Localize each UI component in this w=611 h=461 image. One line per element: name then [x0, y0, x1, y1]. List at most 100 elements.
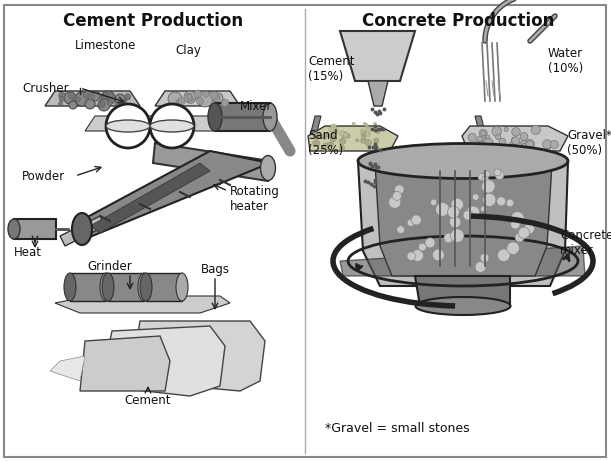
Circle shape	[360, 129, 364, 133]
Circle shape	[186, 93, 192, 99]
Circle shape	[484, 171, 490, 177]
Polygon shape	[100, 326, 225, 396]
Circle shape	[356, 139, 359, 142]
Polygon shape	[80, 151, 270, 241]
Circle shape	[497, 249, 510, 261]
Circle shape	[447, 206, 459, 218]
Circle shape	[480, 254, 489, 262]
Circle shape	[323, 143, 329, 149]
Circle shape	[511, 212, 524, 225]
Circle shape	[512, 139, 516, 144]
Text: Bags: Bags	[200, 262, 230, 276]
Circle shape	[329, 127, 334, 132]
Circle shape	[397, 226, 404, 233]
Circle shape	[115, 102, 119, 106]
Circle shape	[389, 196, 401, 208]
Circle shape	[323, 146, 329, 152]
Circle shape	[68, 92, 75, 99]
Circle shape	[331, 128, 337, 135]
Circle shape	[340, 139, 345, 144]
Circle shape	[373, 122, 377, 125]
Circle shape	[212, 94, 220, 101]
Ellipse shape	[150, 120, 194, 132]
Text: Clay: Clay	[175, 45, 201, 58]
Circle shape	[313, 140, 320, 147]
Circle shape	[59, 92, 65, 99]
Circle shape	[352, 122, 356, 125]
Polygon shape	[55, 296, 230, 313]
Circle shape	[184, 91, 196, 103]
Polygon shape	[85, 116, 220, 131]
Circle shape	[197, 91, 213, 107]
Circle shape	[551, 140, 558, 148]
Bar	[14, 219, 56, 239]
Circle shape	[100, 100, 105, 106]
Text: Concrete Production: Concrete Production	[362, 12, 554, 30]
Circle shape	[524, 224, 535, 234]
Circle shape	[482, 138, 490, 147]
Polygon shape	[340, 31, 415, 81]
Polygon shape	[308, 126, 398, 151]
Circle shape	[504, 127, 508, 132]
Circle shape	[522, 143, 527, 148]
Circle shape	[507, 242, 519, 254]
Text: Water
(10%): Water (10%)	[548, 47, 584, 75]
Ellipse shape	[140, 273, 152, 301]
Circle shape	[481, 131, 486, 136]
Circle shape	[194, 90, 202, 98]
Circle shape	[475, 262, 486, 272]
Circle shape	[515, 233, 524, 242]
Circle shape	[531, 125, 540, 135]
Circle shape	[186, 94, 192, 100]
Circle shape	[363, 122, 367, 126]
Circle shape	[329, 142, 334, 147]
Circle shape	[450, 229, 464, 242]
Circle shape	[469, 146, 475, 152]
Circle shape	[329, 134, 334, 138]
Bar	[108, 273, 144, 301]
Circle shape	[436, 202, 449, 216]
Circle shape	[365, 139, 371, 146]
Circle shape	[492, 126, 502, 136]
Circle shape	[115, 94, 125, 104]
Circle shape	[343, 133, 348, 137]
Circle shape	[507, 199, 514, 207]
Bar	[70, 273, 106, 301]
Circle shape	[407, 219, 414, 226]
Circle shape	[59, 96, 64, 102]
Circle shape	[494, 169, 501, 176]
Ellipse shape	[260, 155, 276, 181]
Circle shape	[477, 136, 482, 142]
Circle shape	[98, 99, 110, 111]
Circle shape	[511, 137, 520, 145]
Text: *Gravel = small stones: *Gravel = small stones	[325, 422, 470, 436]
Ellipse shape	[138, 273, 150, 301]
Text: Powder: Powder	[22, 170, 65, 183]
Circle shape	[485, 135, 490, 140]
Circle shape	[327, 142, 331, 146]
Circle shape	[431, 199, 437, 206]
Ellipse shape	[176, 273, 188, 301]
Circle shape	[497, 197, 506, 206]
Circle shape	[210, 92, 218, 99]
Circle shape	[512, 128, 520, 136]
Circle shape	[495, 171, 504, 179]
Text: Cement Production: Cement Production	[63, 12, 243, 30]
Polygon shape	[155, 91, 240, 106]
Ellipse shape	[64, 273, 76, 301]
Text: Heat: Heat	[14, 247, 42, 260]
Circle shape	[197, 98, 203, 105]
Circle shape	[107, 100, 112, 106]
Circle shape	[451, 198, 463, 211]
Circle shape	[479, 129, 487, 137]
Polygon shape	[80, 336, 170, 391]
Circle shape	[324, 133, 328, 137]
Circle shape	[481, 206, 486, 212]
Circle shape	[407, 252, 415, 260]
Circle shape	[103, 92, 109, 99]
Circle shape	[368, 132, 371, 134]
Bar	[146, 273, 182, 301]
Circle shape	[90, 91, 100, 101]
Circle shape	[76, 97, 81, 102]
Ellipse shape	[208, 103, 222, 131]
